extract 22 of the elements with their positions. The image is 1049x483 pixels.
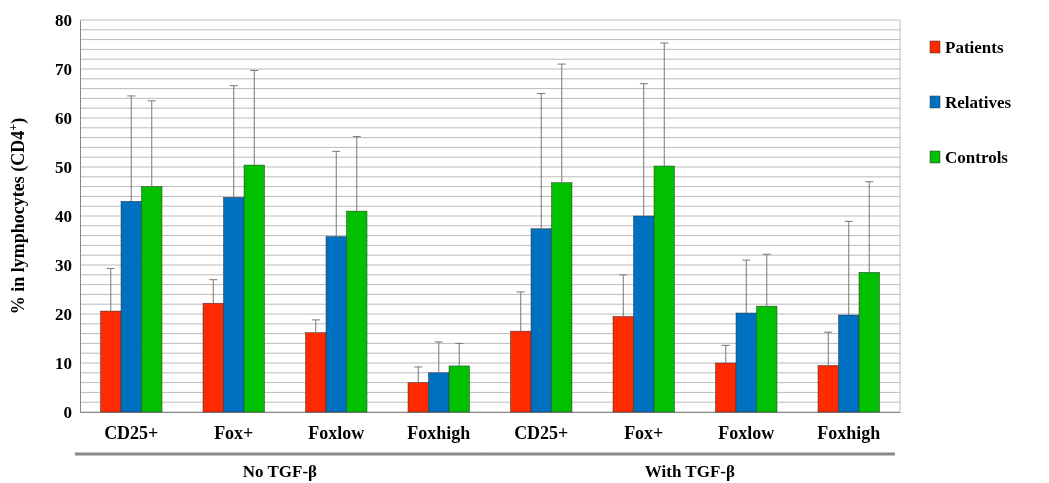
legend-label: Relatives	[945, 93, 1012, 112]
y-tick-label: 10	[55, 353, 72, 373]
legend-label: Controls	[945, 148, 1009, 167]
y-tick-label: 0	[63, 402, 72, 422]
y-tick-label: 40	[55, 206, 72, 226]
y-tick-label: 30	[55, 255, 72, 275]
x-tick-label: Foxlow	[718, 422, 775, 443]
x-tick-label: CD25+	[514, 422, 569, 443]
x-tick-label: Foxlow	[308, 422, 365, 443]
y-tick-label: 70	[55, 59, 72, 79]
y-tick-label: 60	[55, 108, 72, 128]
x-tick-label: Fox+	[214, 422, 254, 443]
x-tick-label: Fox+	[624, 422, 664, 443]
y-tick-label: 20	[55, 304, 72, 324]
text: No TGF-β	[242, 462, 318, 481]
y-tick-label: 50	[55, 157, 72, 177]
x-tick-label: Foxhigh	[817, 422, 881, 443]
y-tick-label: 80	[55, 10, 72, 30]
text: With TGF-β	[644, 462, 735, 481]
legend-label: Patients	[945, 38, 1004, 57]
x-tick-label: CD25+	[104, 422, 159, 443]
x-tick-label: Foxhigh	[407, 422, 471, 443]
